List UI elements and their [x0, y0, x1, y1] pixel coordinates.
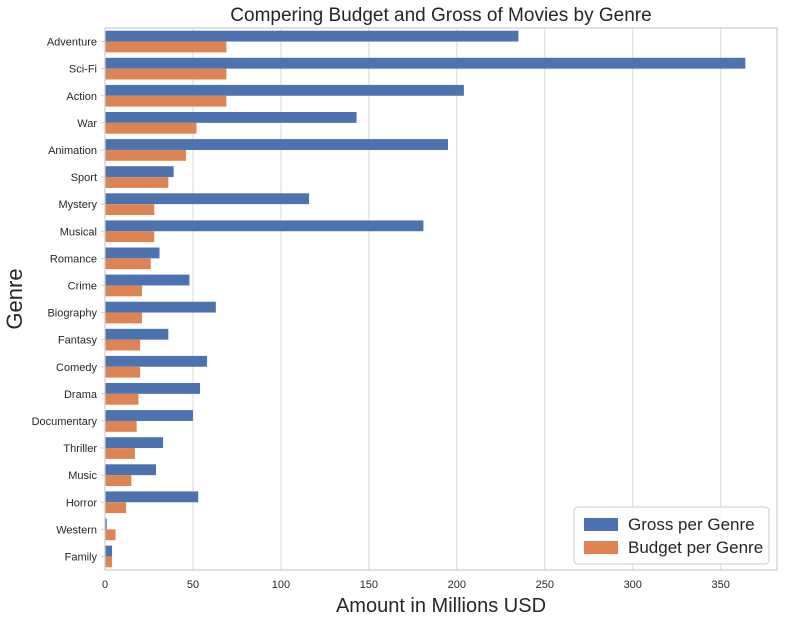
budget-bar — [105, 393, 139, 405]
x-tick-label: 0 — [102, 579, 108, 591]
y-tick-label: Crime — [68, 280, 97, 292]
budget-bar — [105, 68, 227, 80]
budget-bar — [105, 204, 155, 215]
gross-bar — [105, 545, 113, 557]
budget-bar — [105, 475, 132, 486]
plot-area — [105, 28, 777, 570]
budget-bar — [105, 448, 135, 459]
x-tick-labels: 0 50 100 150 200 250 300 350 — [102, 579, 730, 591]
x-tick-label: 150 — [360, 579, 378, 591]
gross-bar — [105, 383, 200, 394]
budget-bar — [105, 177, 169, 188]
budget-bar — [105, 339, 141, 351]
gross-bar — [105, 139, 449, 150]
y-tick-label: Music — [68, 470, 97, 482]
y-tick-label: Fantasy — [58, 335, 98, 347]
y-tick-label: Biography — [47, 308, 97, 320]
budget-bar — [105, 258, 151, 270]
x-tick-label: 100 — [272, 579, 290, 591]
gross-bar — [105, 355, 208, 367]
gross-bar — [105, 30, 519, 42]
legend-swatch-gross — [584, 518, 618, 531]
y-tick-label: Animation — [48, 145, 97, 157]
gross-bar — [105, 166, 174, 178]
legend-label-budget: Budget per Genre — [628, 538, 763, 557]
budget-bar — [105, 420, 137, 432]
y-tick-label: Mystery — [59, 199, 98, 211]
gross-bar — [105, 437, 164, 449]
y-tick-label: Adventure — [47, 37, 97, 49]
y-tick-label: Romance — [50, 253, 97, 265]
gross-bar — [105, 57, 746, 69]
legend-swatch-budget — [584, 541, 618, 554]
budget-bar — [105, 41, 227, 53]
budget-bar — [105, 529, 116, 541]
x-tick-label: 200 — [448, 579, 466, 591]
gross-bar — [105, 518, 107, 530]
y-tick-label: Family — [65, 551, 98, 563]
gross-bar — [105, 193, 310, 205]
budget-bar — [105, 149, 186, 161]
x-tick-label: 350 — [712, 579, 730, 591]
x-tick-label: 250 — [536, 579, 554, 591]
gross-bar — [105, 410, 193, 421]
budget-bar — [105, 285, 142, 297]
y-tick-label: Drama — [64, 389, 98, 401]
gross-bar — [105, 247, 160, 259]
gross-bar — [105, 301, 216, 313]
bars-group — [105, 30, 746, 568]
budget-bar — [105, 556, 113, 568]
y-tick-label: Documentary — [32, 416, 98, 428]
chart-title: Compering Budget and Gross of Movies by … — [230, 5, 651, 26]
y-tick-label: Sci-Fi — [69, 64, 97, 76]
y-tick-label: War — [77, 118, 97, 130]
budget-bar — [105, 502, 127, 514]
legend-label-gross: Gross per Genre — [628, 515, 755, 534]
x-tick-label: 300 — [624, 579, 642, 591]
budget-bar — [105, 312, 142, 324]
y-tick-labels: Adventure Sci-Fi Action War Animation Sport My… — [32, 37, 105, 563]
y-axis-label: Genre — [2, 268, 27, 329]
budget-bar — [105, 366, 141, 378]
y-tick-label: Sport — [71, 172, 97, 184]
plot-frame — [104, 27, 778, 571]
y-tick-label: Horror — [66, 497, 98, 509]
y-tick-label: Musical — [60, 226, 97, 238]
gross-bar — [105, 84, 464, 96]
gross-bar — [105, 274, 190, 286]
y-tick-label: Western — [56, 524, 97, 536]
x-tick-label: 50 — [187, 579, 199, 591]
y-tick-label: Action — [66, 91, 97, 103]
gross-bar — [105, 112, 357, 123]
legend-box — [573, 506, 770, 565]
y-tick-label: Comedy — [56, 362, 97, 374]
gross-bar — [105, 220, 424, 232]
gross-bar — [105, 328, 169, 340]
budget-bar — [105, 122, 197, 134]
budget-bar — [105, 231, 155, 243]
legend: Gross per Genre Budget per Genre — [573, 506, 770, 565]
budget-bar — [105, 95, 227, 107]
gross-bar — [105, 464, 157, 476]
x-axis-label: Amount in Millions USD — [336, 595, 546, 617]
gross-bar — [105, 491, 199, 503]
y-tick-label: Thriller — [63, 443, 97, 455]
